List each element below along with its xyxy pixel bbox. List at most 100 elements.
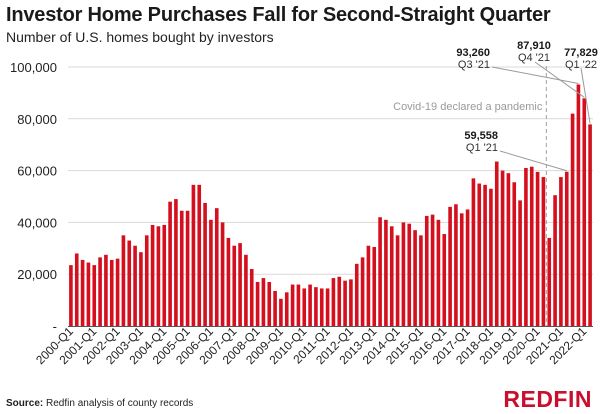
- bar: [255, 281, 260, 326]
- annotation-period: Q3 '21: [458, 59, 490, 71]
- bar: [366, 245, 371, 326]
- bar: [465, 209, 470, 326]
- bar: [296, 284, 301, 326]
- bar: [139, 252, 143, 326]
- bar: [232, 245, 237, 326]
- bar: [436, 219, 441, 326]
- y-tick-label: 40,000: [17, 215, 57, 230]
- bar: [203, 202, 207, 326]
- bar: [121, 235, 126, 326]
- annotation-value: 93,260: [456, 47, 490, 59]
- bar: [389, 226, 394, 326]
- bar: [74, 253, 79, 326]
- bar: [354, 263, 359, 326]
- annotation-leader: [534, 61, 585, 98]
- bar: [144, 235, 149, 326]
- bar: [185, 210, 190, 326]
- bar: [238, 243, 242, 326]
- bar: [220, 222, 225, 326]
- bars: [69, 84, 592, 327]
- bar: [401, 222, 406, 326]
- bar: [372, 247, 377, 326]
- bar: [314, 287, 318, 326]
- x-axis: 2000-Q12001-Q12002-Q12003-Q12004-Q12005-…: [33, 324, 593, 367]
- bar: [174, 199, 178, 326]
- bar: [559, 177, 563, 326]
- bar: [302, 288, 307, 326]
- bar: [448, 206, 452, 326]
- bar: [430, 214, 435, 326]
- bar: [500, 170, 505, 326]
- bar: [454, 204, 458, 326]
- annotation-leader: [580, 67, 591, 124]
- bar: [156, 226, 161, 326]
- pandemic-label: Covid-19 declared a pandemic: [393, 101, 543, 113]
- bar: [168, 201, 172, 326]
- y-tick-label: 20,000: [17, 267, 57, 282]
- chart-title: Investor Home Purchases Fall for Second-…: [6, 4, 551, 26]
- bar: [244, 254, 248, 326]
- bar: [547, 237, 552, 326]
- y-tick-label: 100,000: [10, 60, 57, 75]
- bar: [325, 288, 330, 326]
- bar: [395, 235, 400, 326]
- bar: [69, 265, 73, 326]
- bar: [98, 257, 102, 326]
- y-tick-label: -: [53, 319, 57, 334]
- bar: [179, 210, 184, 326]
- bar: [524, 168, 528, 326]
- annotation-period: Q1 '22: [565, 59, 597, 71]
- bar: [261, 278, 266, 326]
- annotation-leader: [491, 66, 579, 84]
- bar: [378, 217, 382, 326]
- bar: [506, 173, 511, 326]
- bar: [570, 113, 575, 327]
- source-note: Source: Redfin analysis of county record…: [6, 398, 193, 409]
- y-axis: - 20,000 40,000 60,000 80,000 100,000: [10, 60, 57, 334]
- annotation-value: 77,829: [564, 47, 598, 59]
- redfin-logo: REDFIN: [503, 386, 592, 412]
- bar: [582, 98, 587, 326]
- bar: [541, 177, 546, 326]
- bar: [92, 265, 97, 326]
- bar: [226, 237, 231, 326]
- bar: [424, 215, 429, 326]
- bar: [284, 292, 289, 326]
- bar: [576, 84, 581, 326]
- bar: [489, 188, 493, 326]
- bar: [442, 234, 447, 326]
- annotation-period: Q1 '21: [466, 142, 498, 154]
- source-label: Source:: [6, 398, 44, 409]
- bar: [337, 276, 342, 326]
- bar: [267, 281, 272, 326]
- bar: [290, 284, 295, 326]
- bar: [494, 161, 499, 326]
- bar: [249, 269, 254, 326]
- bar: [459, 213, 464, 326]
- bar: [308, 284, 312, 326]
- bar: [384, 219, 388, 326]
- bar: [343, 280, 347, 326]
- bar: [209, 219, 213, 326]
- gridlines: [68, 66, 593, 275]
- bar: [419, 235, 423, 326]
- bar: [191, 184, 196, 326]
- bar: [483, 184, 487, 326]
- bar: [512, 182, 517, 326]
- y-tick-label: 80,000: [17, 112, 57, 127]
- annotation-value: 59,558: [464, 130, 498, 142]
- bar: [477, 183, 482, 326]
- bar: [407, 223, 412, 326]
- bar: [564, 171, 569, 326]
- bar: [214, 208, 219, 326]
- annotation-period: Q4 '21: [518, 52, 550, 64]
- bar: [86, 262, 91, 326]
- bar: [319, 288, 324, 326]
- bar: [360, 257, 365, 326]
- bar: [349, 279, 353, 326]
- bar: [413, 230, 417, 326]
- event-marker: Covid-19 declared a pandemic: [393, 66, 547, 326]
- bar: [273, 291, 277, 326]
